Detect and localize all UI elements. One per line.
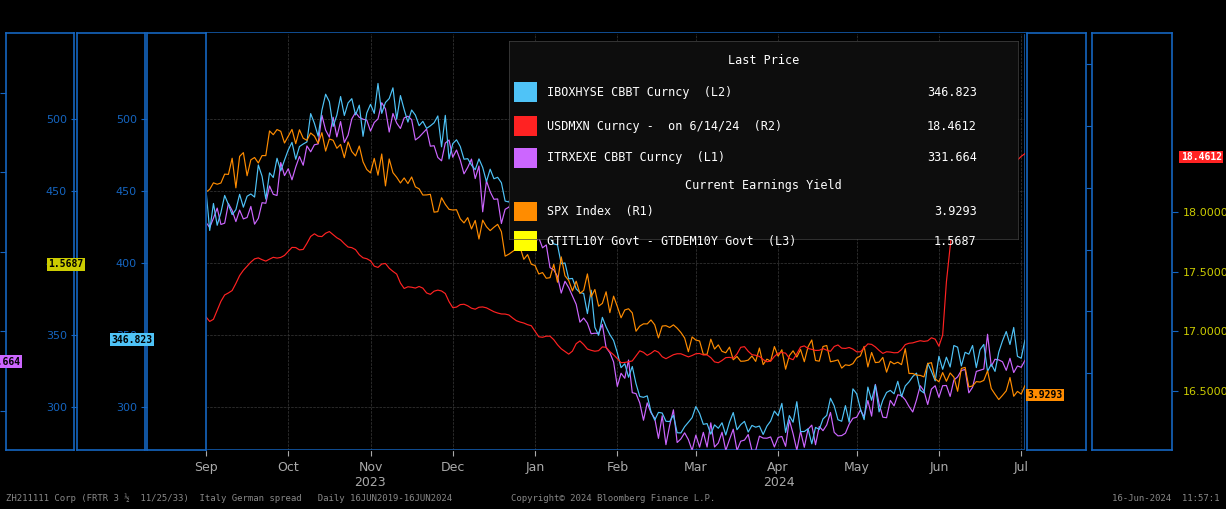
Text: Copyright© 2024 Bloomberg Finance L.P.: Copyright© 2024 Bloomberg Finance L.P. (511, 494, 715, 503)
Bar (514, 82, 537, 102)
Bar (514, 231, 537, 251)
Text: IBOXHYSE CBBT Curncy  (L2): IBOXHYSE CBBT Curncy (L2) (547, 86, 732, 99)
Text: 18.4612: 18.4612 (1181, 152, 1222, 162)
Text: USDMXN Curncy -  on 6/14/24  (R2): USDMXN Curncy - on 6/14/24 (R2) (547, 120, 782, 132)
Text: 331.664: 331.664 (927, 151, 977, 164)
Text: GTITL10Y Govt - GTDEM10Y Govt  (L3): GTITL10Y Govt - GTDEM10Y Govt (L3) (547, 235, 797, 248)
Text: 2024: 2024 (764, 476, 794, 489)
Text: 346.823: 346.823 (112, 335, 153, 345)
Text: 16-Jun-2024  11:57:1: 16-Jun-2024 11:57:1 (1112, 494, 1220, 503)
Text: 331.664: 331.664 (0, 357, 21, 366)
Text: 18.4612: 18.4612 (927, 120, 977, 132)
Text: SPX Index  (R1): SPX Index (R1) (547, 205, 653, 218)
Text: 1.5687: 1.5687 (49, 259, 83, 269)
Bar (514, 116, 537, 136)
Text: 3.9293: 3.9293 (934, 205, 977, 218)
Text: Last Price: Last Price (727, 54, 799, 67)
Text: 3.9293: 3.9293 (1027, 390, 1063, 400)
Text: ZH211111 Corp (FRTR 3 ½  11/25/33)  Italy German spread   Daily 16JUN2019-16JUN2: ZH211111 Corp (FRTR 3 ½ 11/25/33) Italy … (6, 493, 452, 503)
Text: ITRXEXE CBBT Curncy  (L1): ITRXEXE CBBT Curncy (L1) (547, 151, 725, 164)
Text: Current Earnings Yield: Current Earnings Yield (685, 179, 841, 192)
Bar (514, 148, 537, 168)
Text: 1.5687: 1.5687 (934, 235, 977, 248)
Text: 2023: 2023 (354, 476, 385, 489)
Bar (514, 202, 537, 221)
Text: 346.823: 346.823 (927, 86, 977, 99)
